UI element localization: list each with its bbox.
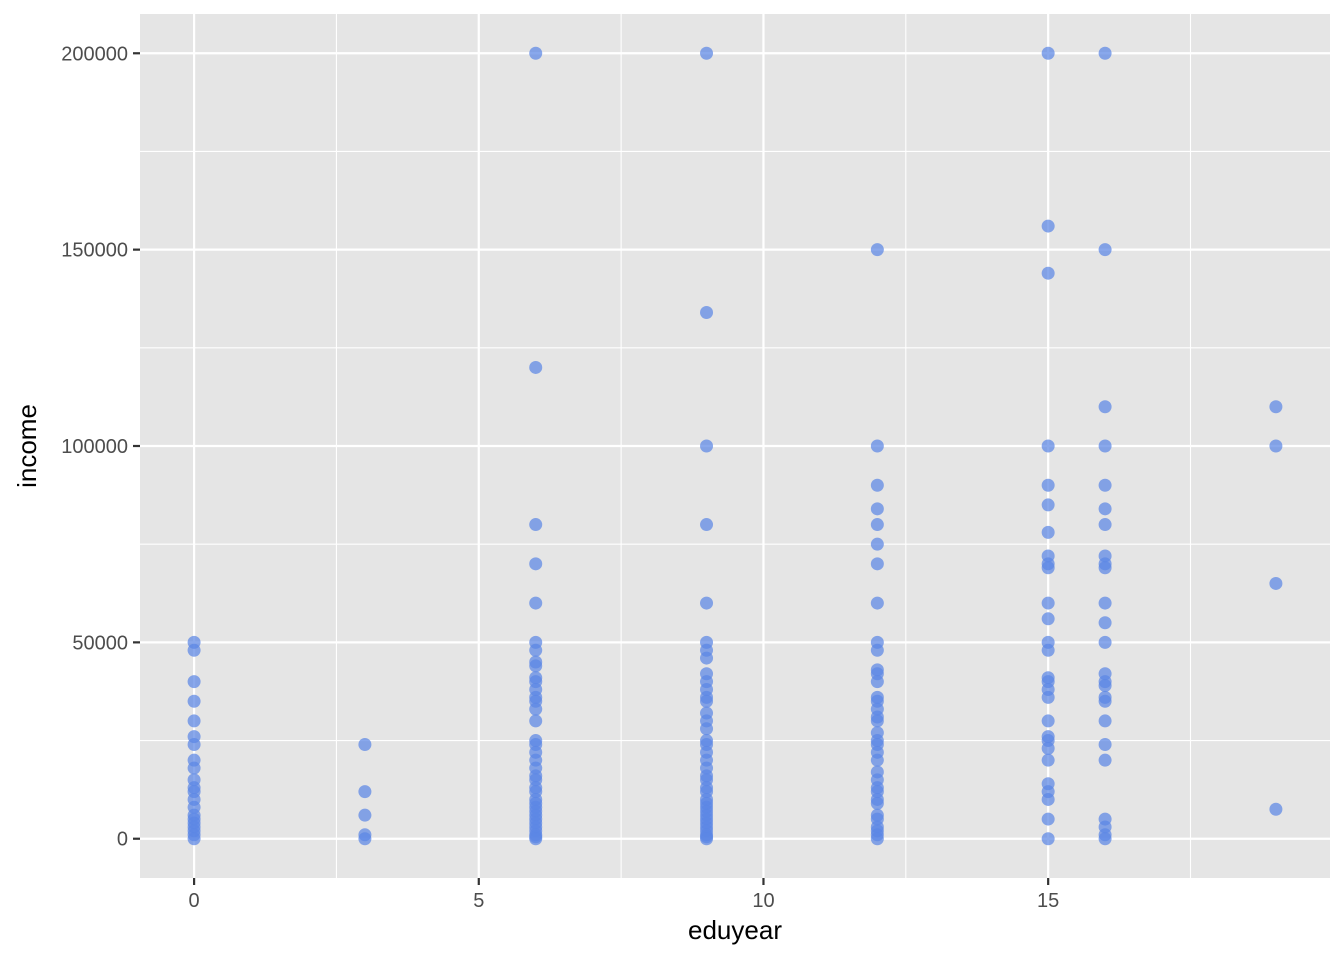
data-point [187, 761, 201, 775]
data-point [1098, 616, 1112, 630]
data-point [870, 596, 884, 610]
data-point [187, 643, 201, 657]
data-point [700, 305, 714, 319]
data-point [1041, 266, 1055, 280]
x-axis-title: eduyear [688, 915, 782, 945]
data-point [1041, 596, 1055, 610]
data-point [1041, 561, 1055, 575]
data-point [870, 518, 884, 532]
data-point [1269, 439, 1283, 453]
data-point [529, 518, 543, 532]
data-point [1041, 219, 1055, 233]
data-point [1098, 714, 1112, 728]
x-tick-label: 5 [473, 890, 484, 912]
y-tick-label: 100000 [61, 436, 128, 458]
data-points [187, 46, 1283, 846]
data-point [870, 439, 884, 453]
data-point [870, 643, 884, 657]
x-tick-label: 15 [1037, 890, 1059, 912]
data-point [1098, 502, 1112, 516]
data-point [870, 243, 884, 257]
data-point [358, 832, 372, 846]
data-point [700, 596, 714, 610]
data-point [1041, 478, 1055, 492]
data-point [700, 651, 714, 665]
data-point [700, 694, 714, 708]
major-grid [140, 14, 1330, 878]
data-point [700, 722, 714, 736]
data-point [358, 785, 372, 799]
data-point [529, 596, 543, 610]
data-point [1041, 753, 1055, 767]
data-point [1269, 802, 1283, 816]
x-tick-label: 0 [189, 890, 200, 912]
data-point [870, 714, 884, 728]
data-point [1041, 714, 1055, 728]
data-point [1098, 400, 1112, 414]
data-point [187, 832, 201, 846]
data-point [1098, 596, 1112, 610]
data-point [187, 714, 201, 728]
data-point [1041, 690, 1055, 704]
y-tick-label: 0 [117, 829, 128, 851]
data-point [870, 675, 884, 689]
data-point [1041, 643, 1055, 657]
data-point [1041, 46, 1055, 60]
data-point [187, 694, 201, 708]
data-point [1041, 498, 1055, 512]
x-tick-label: 10 [752, 890, 774, 912]
data-point [1041, 741, 1055, 755]
y-tick-label: 50000 [72, 632, 128, 654]
data-point [529, 714, 543, 728]
data-point [1041, 612, 1055, 626]
data-point [1269, 400, 1283, 414]
data-point [1041, 439, 1055, 453]
data-point [529, 360, 543, 374]
data-point [1098, 694, 1112, 708]
data-point [870, 753, 884, 767]
data-point [529, 702, 543, 716]
data-point [870, 832, 884, 846]
data-point [529, 46, 543, 60]
data-point [1041, 792, 1055, 806]
data-point [1098, 439, 1112, 453]
data-point [529, 643, 543, 657]
data-point [1098, 46, 1112, 60]
data-point [870, 478, 884, 492]
data-point [870, 502, 884, 516]
data-point [358, 737, 372, 751]
data-point [700, 46, 714, 60]
data-point [700, 832, 714, 846]
data-point [187, 675, 201, 689]
data-point [870, 537, 884, 551]
y-tick-label: 150000 [61, 240, 128, 262]
data-point [529, 557, 543, 571]
data-point [1098, 679, 1112, 693]
y-axis: 0 50000 100000 150000 200000 [61, 43, 140, 851]
data-point [1098, 518, 1112, 532]
data-point [529, 832, 543, 846]
data-point [1098, 561, 1112, 575]
data-point [1041, 525, 1055, 539]
data-point [1269, 576, 1283, 590]
data-point [1098, 478, 1112, 492]
data-point [870, 557, 884, 571]
data-point [1098, 832, 1112, 846]
data-point [358, 808, 372, 822]
data-point [1098, 737, 1112, 751]
y-axis-title: income [12, 404, 42, 488]
y-tick-label: 200000 [61, 43, 128, 65]
data-point [700, 518, 714, 532]
data-point [187, 737, 201, 751]
data-point [529, 659, 543, 673]
data-point [1098, 635, 1112, 649]
data-point [1041, 832, 1055, 846]
x-axis: 0 5 10 15 [189, 878, 1059, 912]
data-point [1041, 812, 1055, 826]
data-point [1098, 243, 1112, 257]
data-point [700, 439, 714, 453]
data-point [1098, 753, 1112, 767]
data-point [870, 796, 884, 810]
